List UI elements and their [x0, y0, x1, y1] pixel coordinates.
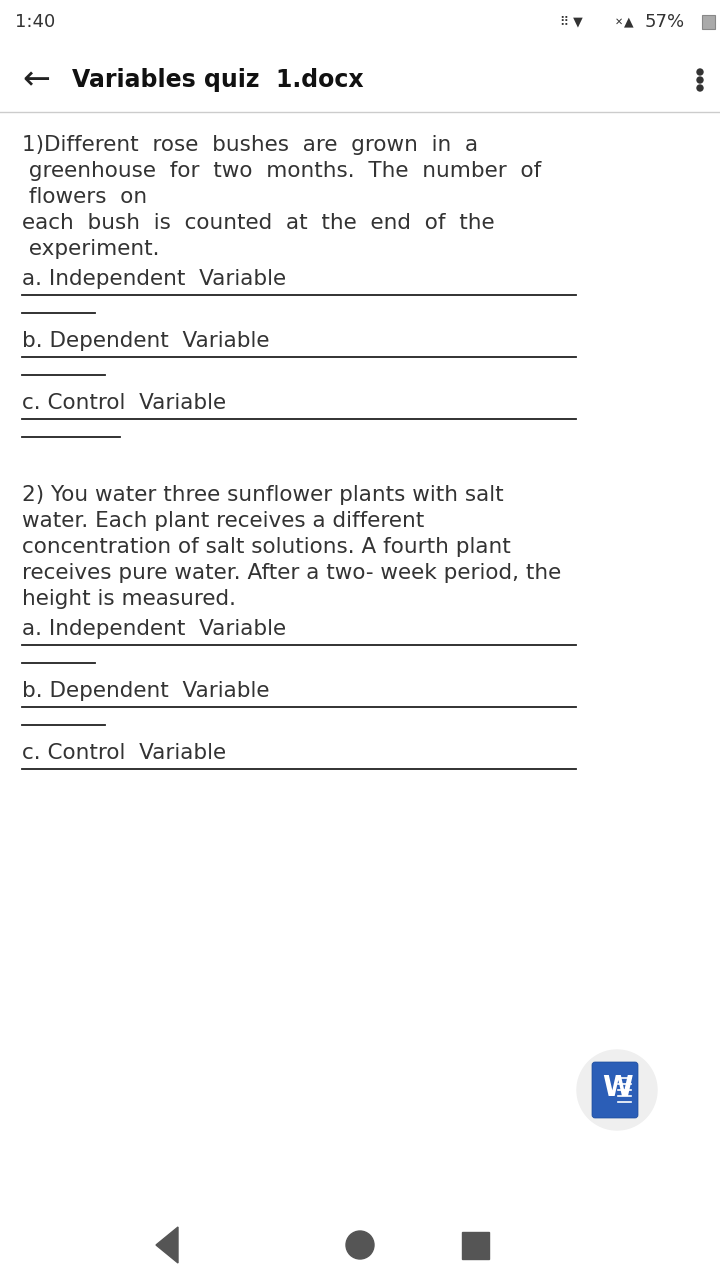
Text: 1:40: 1:40 — [15, 13, 55, 31]
Text: water. Each plant receives a different: water. Each plant receives a different — [22, 511, 424, 531]
Circle shape — [577, 1050, 657, 1130]
Text: experiment.: experiment. — [22, 239, 160, 259]
Text: 57%: 57% — [645, 13, 685, 31]
Circle shape — [697, 84, 703, 91]
FancyBboxPatch shape — [592, 1062, 638, 1117]
Polygon shape — [156, 1228, 178, 1263]
Circle shape — [697, 77, 703, 83]
Bar — [702, 15, 715, 29]
Text: W: W — [602, 1074, 633, 1102]
Text: c. Control  Variable: c. Control Variable — [22, 742, 226, 763]
Text: concentration of salt solutions. A fourth plant: concentration of salt solutions. A fourt… — [22, 538, 510, 557]
Text: b. Dependent  Variable: b. Dependent Variable — [22, 332, 269, 351]
Text: height is measured.: height is measured. — [22, 589, 236, 609]
Text: c. Control  Variable: c. Control Variable — [22, 393, 226, 413]
Text: ✕: ✕ — [615, 17, 623, 27]
Text: ⠿ ▼: ⠿ ▼ — [560, 15, 582, 28]
Circle shape — [346, 1231, 374, 1260]
Text: 2) You water three sunflower plants with salt: 2) You water three sunflower plants with… — [22, 485, 503, 506]
Text: 1)Different  rose  bushes  are  grown  in  a: 1)Different rose bushes are grown in a — [22, 134, 478, 155]
Text: a. Independent  Variable: a. Independent Variable — [22, 269, 286, 289]
Text: greenhouse  for  two  months.  The  number  of: greenhouse for two months. The number of — [22, 161, 541, 180]
Text: a. Independent  Variable: a. Independent Variable — [22, 620, 286, 639]
Text: flowers  on: flowers on — [22, 187, 147, 207]
Text: ▲: ▲ — [624, 15, 634, 28]
Circle shape — [697, 69, 703, 76]
Text: b. Dependent  Variable: b. Dependent Variable — [22, 681, 269, 701]
Text: receives pure water. After a two- week period, the: receives pure water. After a two- week p… — [22, 563, 562, 582]
Text: ←: ← — [22, 64, 50, 96]
Bar — [462, 1231, 489, 1258]
Text: Variables quiz  1.docx: Variables quiz 1.docx — [72, 68, 364, 92]
Text: each  bush  is  counted  at  the  end  of  the: each bush is counted at the end of the — [22, 212, 495, 233]
